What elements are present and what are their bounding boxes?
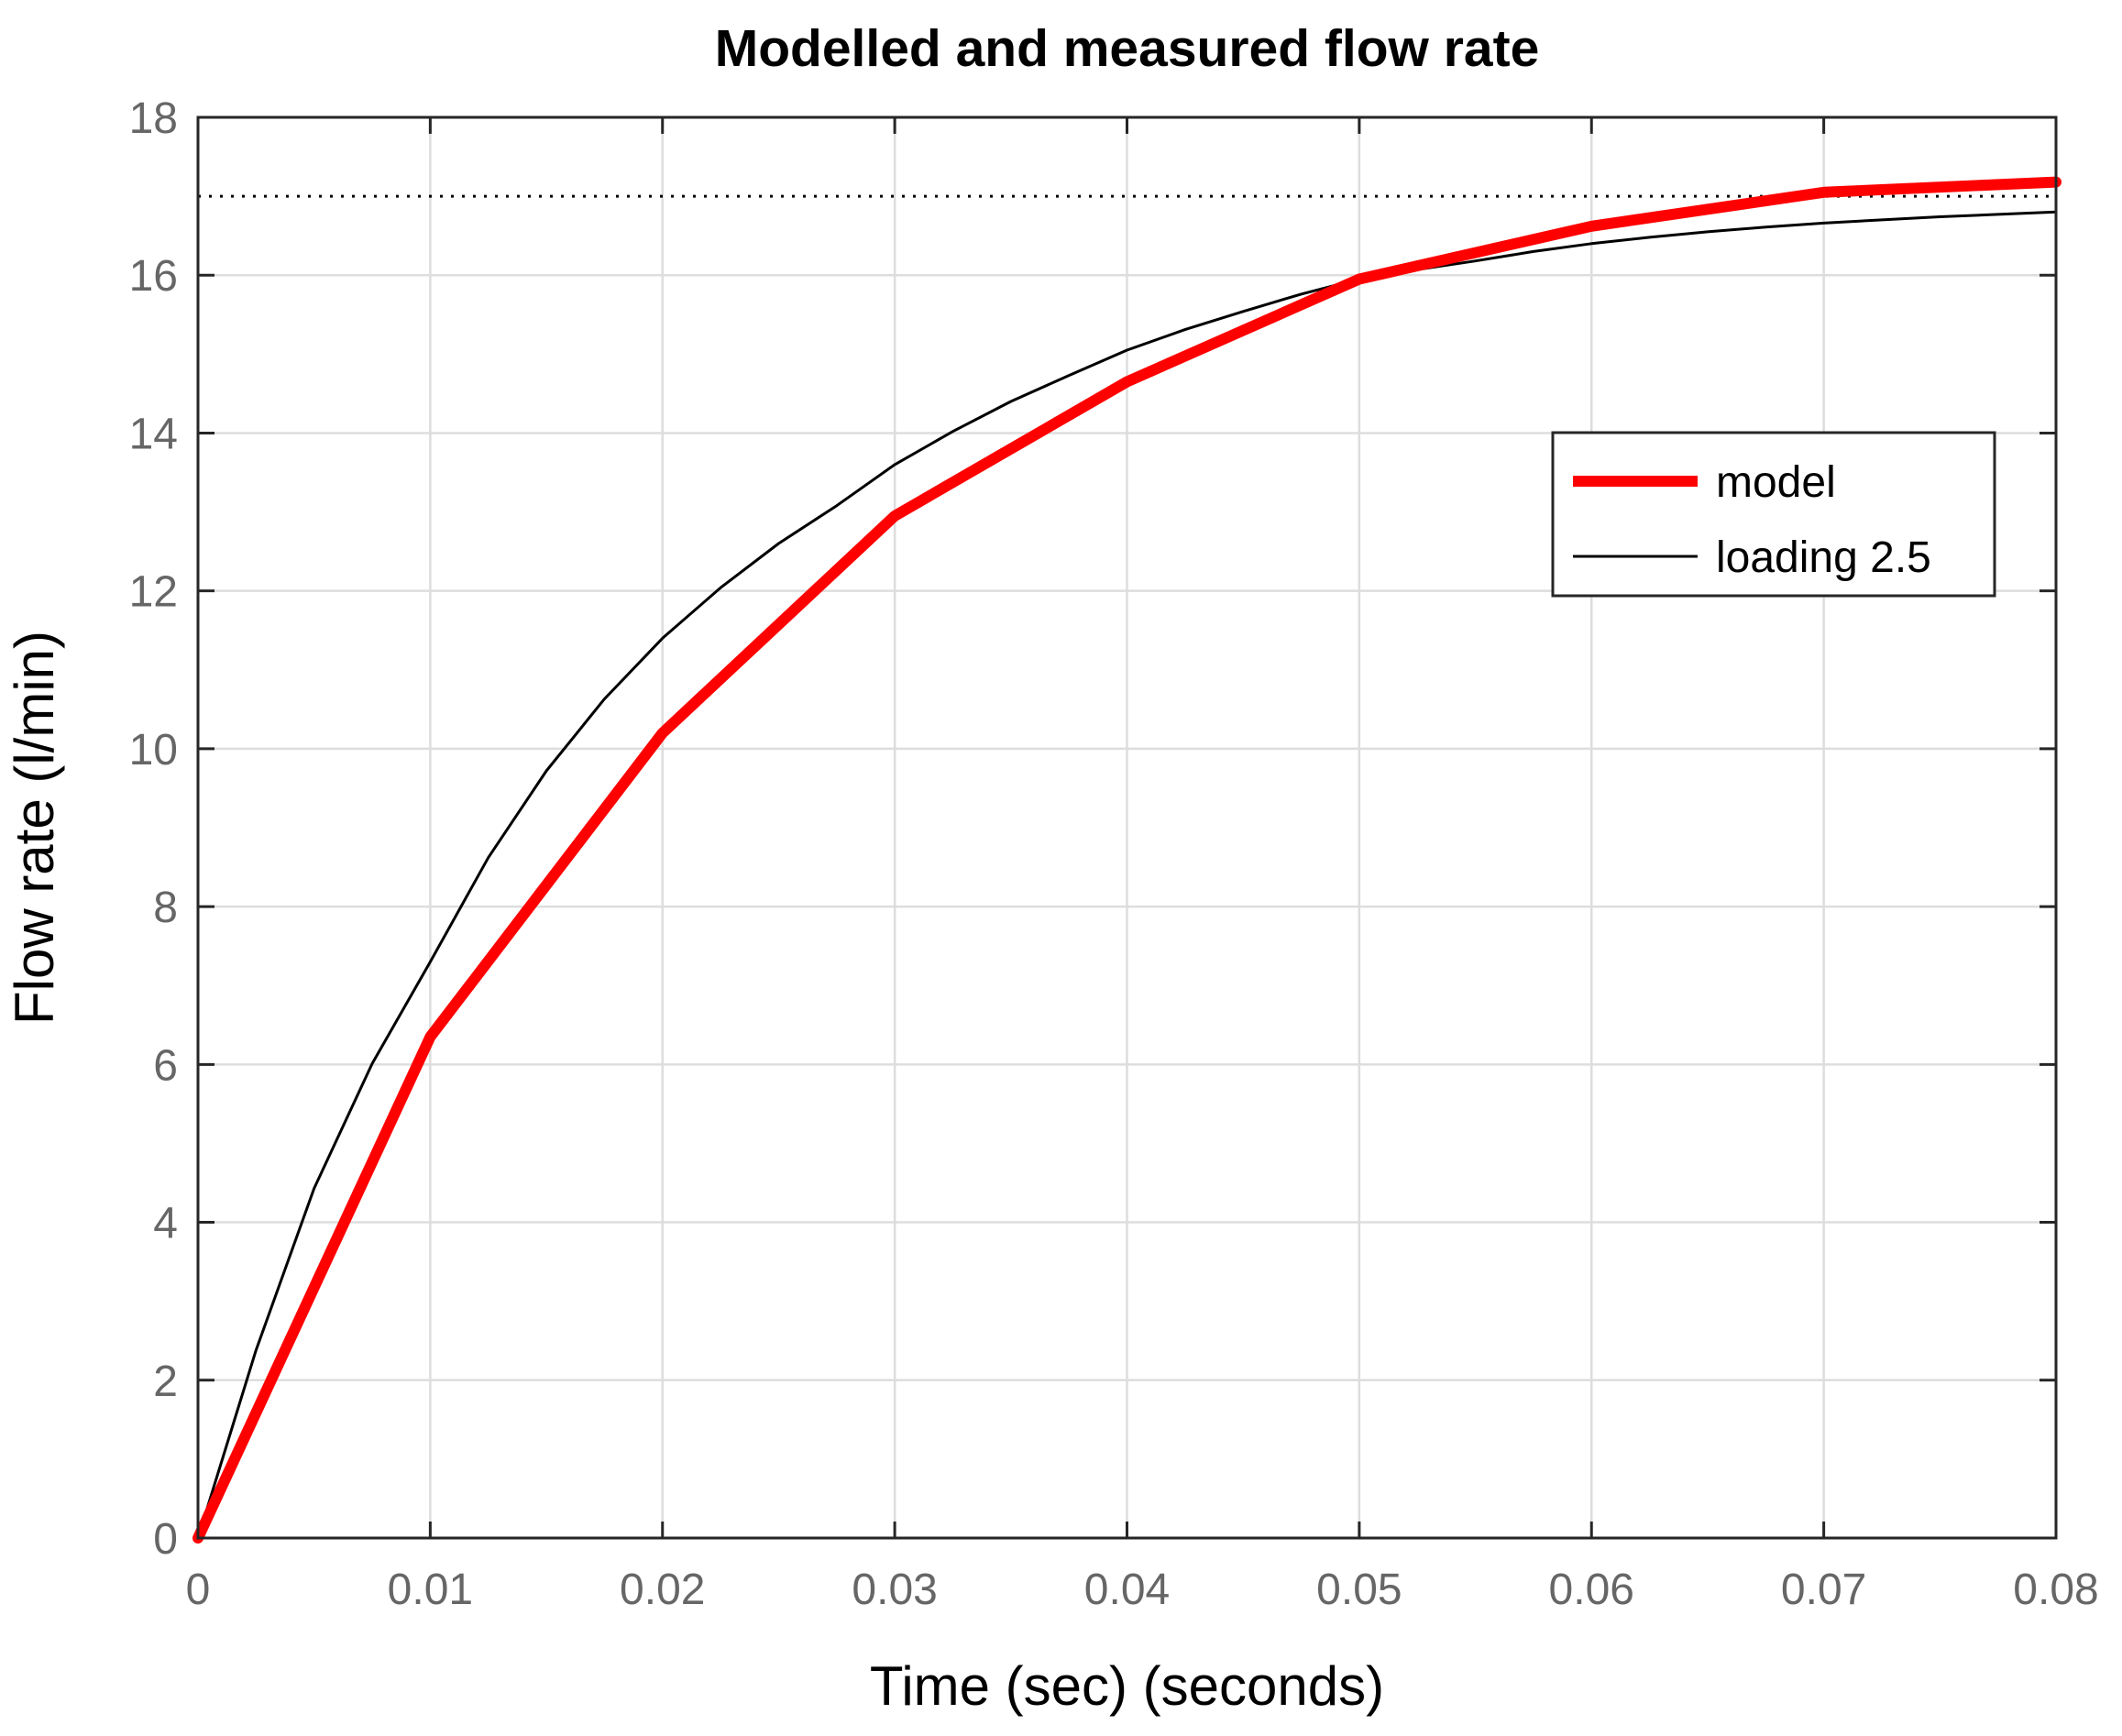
y-tick-label: 0 xyxy=(153,1515,178,1564)
y-tick-label: 10 xyxy=(129,726,178,775)
y-tick-label: 12 xyxy=(129,568,178,617)
x-tick-label: 0.04 xyxy=(1084,1566,1170,1614)
series-layer xyxy=(192,176,2062,1544)
x-axis-label: Time (sec) (seconds) xyxy=(870,1655,1384,1717)
y-tick-label: 4 xyxy=(153,1200,178,1248)
y-tick-label: 14 xyxy=(129,410,178,458)
legend-box xyxy=(1551,431,1996,598)
x-tick-label: 0.06 xyxy=(1549,1566,1634,1614)
y-tick-label: 18 xyxy=(129,94,178,143)
y-tick-label: 16 xyxy=(129,252,178,301)
x-tick-label: 0 xyxy=(186,1566,211,1614)
chart-title: Modelled and measured flow rate xyxy=(715,19,1540,78)
series-line-loading xyxy=(196,210,2058,1540)
ticks: 0 0.01 0.02 0.03 0.04 0.05 0.06 0.07 0.08 0 2 4 6 8 10… xyxy=(129,94,2099,1614)
x-tick-label: 0.01 xyxy=(388,1566,473,1614)
y-tick-label: 8 xyxy=(153,884,178,932)
legend-label-loading: loading 2.5 xyxy=(1716,533,1931,582)
x-tick-label: 0.02 xyxy=(620,1566,705,1614)
x-tick-label: 0.03 xyxy=(852,1566,937,1614)
y-tick-label: 2 xyxy=(153,1357,178,1406)
legend-label-model: model xyxy=(1716,458,1836,507)
y-axis-label: Flow rate (l/min) xyxy=(4,631,65,1025)
legend: model loading 2.5 xyxy=(1551,431,1996,598)
x-tick-label: 0.05 xyxy=(1316,1566,1402,1614)
x-tick-label: 0.07 xyxy=(1781,1566,1866,1614)
grid xyxy=(198,117,2056,1538)
y-tick-label: 6 xyxy=(153,1041,178,1090)
x-tick-label: 0.08 xyxy=(2013,1566,2098,1614)
series-line-model xyxy=(192,176,2062,1544)
